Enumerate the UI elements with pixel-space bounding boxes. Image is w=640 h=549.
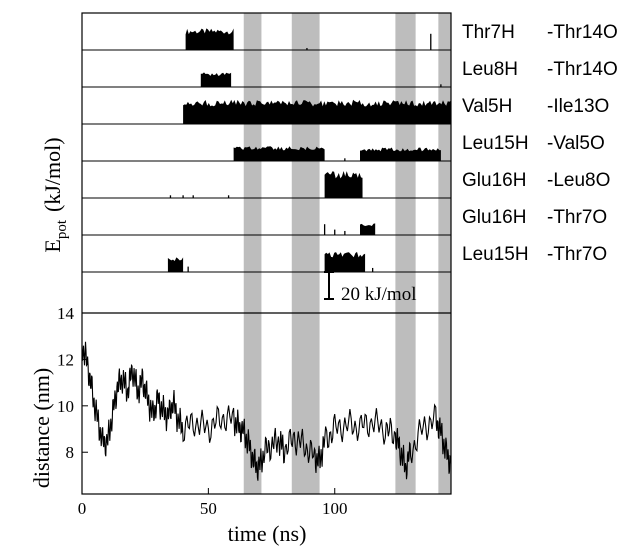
shaded-interval-3 (438, 13, 451, 494)
outer-frame (81, 12, 452, 495)
hbond-donor-label: Thr7H (462, 22, 515, 43)
svg-text:Epot(kJ/mol): Epot (kJ/mol) (40, 137, 70, 252)
hbond-donor-label: Leu15H (462, 133, 529, 154)
energy-block (324, 171, 363, 198)
x-tick-label: 0 (78, 499, 87, 518)
x-tick-label: 100 (322, 499, 348, 518)
energy-block (360, 223, 376, 235)
scale-bar: 20 kJ/mol (324, 271, 416, 305)
hbond-acceptor-label: -Thr14O (547, 59, 618, 80)
hbond-donor-label: Glu16H (462, 170, 526, 191)
hbond-donor-label: Glu16H (462, 207, 526, 228)
hbond-acceptor-label: -Thr7O (547, 207, 607, 228)
epot-symbol: E (40, 239, 65, 252)
shaded-interval-1 (291, 13, 320, 494)
scale-bar-label: 20 kJ/mol (341, 284, 416, 305)
x-axis-label: time (ns) (228, 521, 307, 546)
energy-block (183, 99, 451, 124)
energy-block (167, 257, 184, 272)
distance-series-line (81, 341, 452, 481)
hbond-acceptor-label: -Leu8O (547, 170, 610, 191)
x-tick-label: 50 (200, 499, 217, 518)
shaded-interval-0 (243, 13, 262, 494)
energy-row-5 (82, 223, 451, 236)
hbond-acceptor-label: -Ile13O (547, 96, 609, 117)
shaded-intervals (243, 13, 451, 494)
epot-subscript: pot (54, 219, 70, 239)
hbond-labels: Thr7H -Thr14O Leu8H -Thr14O Val5H -Ile13O Leu1… (462, 22, 618, 265)
y-tick-label: 14 (57, 304, 75, 323)
distance-plot (81, 341, 452, 481)
energy-block (233, 146, 325, 161)
energy-row-6 (82, 251, 451, 273)
hbond-acceptor-label: -Thr14O (547, 22, 618, 43)
hbond-donor-label: Leu15H (462, 244, 529, 265)
y-tick-label: 8 (66, 443, 75, 462)
energy-row-3 (82, 146, 451, 162)
energy-block (324, 251, 366, 272)
energy-row-0 (82, 28, 451, 51)
y-tick-label: 10 (57, 397, 74, 416)
hbond-acceptor-label: -Val5O (547, 133, 605, 154)
energy-row-4 (82, 171, 451, 199)
energy-panels (82, 28, 451, 273)
shaded-interval-2 (395, 13, 416, 494)
panel-frame (81, 12, 452, 495)
y-axis-label: distance (nm) (29, 368, 54, 488)
hbond-donor-label: Val5H (462, 96, 512, 117)
epot-axis-label: Epot (kJ/mol) (40, 137, 70, 252)
energy-block (360, 147, 441, 161)
y-tick-label: 12 (57, 350, 74, 369)
energy-row-1 (82, 72, 451, 88)
energy-block (185, 28, 234, 50)
axis-ticks: 8 10 12 14 0 50 100 (57, 304, 347, 518)
energy-row-2 (82, 99, 451, 125)
hbond-acceptor-label: -Thr7O (547, 244, 607, 265)
distance-axis-label: distance (nm) (29, 368, 54, 488)
hbond-donor-label: Leu8H (462, 59, 518, 80)
energy-block (200, 72, 232, 87)
epot-unit: (kJ/mol) (40, 137, 65, 212)
